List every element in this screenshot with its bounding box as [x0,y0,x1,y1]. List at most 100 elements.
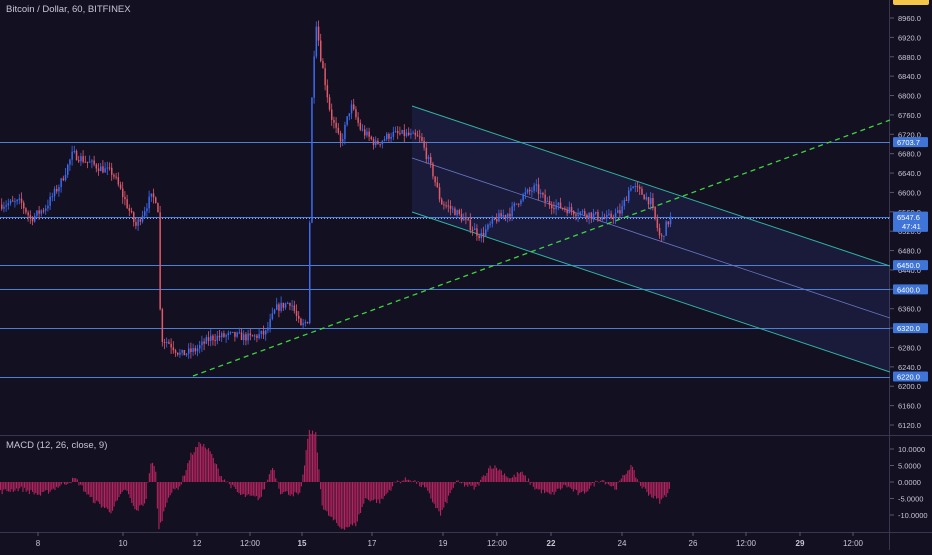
level-tag-3 [893,284,928,295]
macd-bar [449,482,451,494]
candle-body [504,215,507,217]
macd-bar [123,482,125,491]
level-tag-4 [893,323,928,334]
macd-bar [593,482,595,487]
candle-body [199,345,201,349]
price-tick-label: 6480.0 [898,247,921,256]
macd-bar [32,482,34,492]
candle-body [445,205,447,207]
candle-body [3,206,5,209]
macd-bar [91,482,93,497]
time-tick-label: 10 [119,539,128,548]
macd-bar [278,482,280,489]
candle-body [130,210,133,213]
candle-body [190,348,192,353]
macd-bar [356,482,358,522]
macd-bar [156,482,158,509]
macd-bar [377,482,379,500]
macd-bar [668,482,670,489]
candle-body [302,323,304,326]
macd-bar [313,434,315,482]
macd-bar [440,482,442,516]
candle-body [449,205,452,209]
candle-body [502,215,505,217]
level-tag-5 [893,371,928,382]
candle-body [487,224,489,230]
candle-body [427,157,430,160]
macd-bar [227,481,229,482]
macd-bar [372,482,374,501]
candle-body [203,341,205,344]
candle-body [75,151,78,161]
candle-body [60,178,62,188]
macd-bar [632,466,634,482]
macd-bar [172,482,174,489]
candle-body [207,337,210,341]
candle-body [491,218,494,224]
time-tick-label: 29 [796,539,805,548]
candle-body [355,109,357,118]
channel-lower-line [411,211,891,373]
candle-body [500,213,502,217]
macd-bar [105,482,107,508]
candle-body [364,129,366,136]
macd-bar [648,482,650,496]
macd-bar [185,470,187,482]
macd-bar [638,481,640,483]
candle-body [342,139,344,142]
candle-body [317,26,320,41]
macd-bar [88,482,90,495]
macd-bar [140,482,142,505]
candle-body [282,302,285,308]
macd-bar [184,475,186,482]
macd-bar [52,482,54,489]
candle-body [524,192,527,195]
macd-bar [353,482,355,524]
macd-bar [561,482,563,489]
macd-bar [121,482,123,492]
price-tick-label: 6920.0 [898,33,921,42]
candle-body [166,342,168,344]
macd-bar [136,482,138,511]
candle-body [322,61,324,69]
macd-bar [147,482,149,483]
macd-bar [628,469,630,482]
macd-bar [126,482,128,491]
candle-body [232,331,234,333]
macd-bar [499,469,501,482]
macd-bar [563,482,565,485]
macd-bar [483,475,485,482]
price-tick-label: 6240.0 [898,363,921,372]
macd-bar [30,482,32,490]
candle-body [361,129,364,131]
macd-bar [236,482,238,492]
candle-body [606,214,608,219]
candle-body [25,208,27,213]
macd-bar [598,482,600,483]
macd-bar [104,482,106,509]
macd-bar [145,482,147,499]
candle-body [522,194,524,201]
macd-bar [291,482,293,495]
candle-body [27,212,29,216]
candle-body [636,186,639,188]
candle-body [630,188,632,191]
time-tick-label: 12:00 [487,539,508,548]
current-price-tag [893,211,928,232]
candle-body [634,186,637,188]
macd-bar [611,482,613,487]
macd-bar [182,475,184,482]
macd-bar [654,482,656,496]
macd-bar [617,482,619,483]
macd-bar [580,482,582,493]
macd-bar [360,482,362,513]
candle-body [117,177,120,185]
price-tick-label: 6280.0 [898,343,921,352]
macd-bar [532,482,534,487]
macd-bar [307,438,309,482]
macd-bar [388,482,390,490]
price-tick-label: 8960.0 [898,14,921,23]
macd-bar [435,482,437,509]
candle-body [227,332,230,336]
